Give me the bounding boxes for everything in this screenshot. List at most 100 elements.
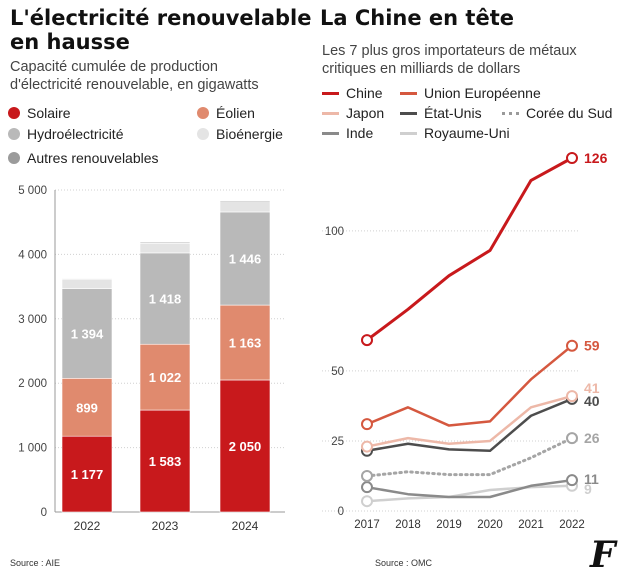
bar-segment <box>219 304 271 381</box>
series-end-label: 59 <box>584 338 600 354</box>
legend-autres-label: Autres renouvelables <box>27 150 159 166</box>
series-marker <box>361 495 373 508</box>
legend-solaire: Solaire <box>8 105 71 121</box>
series-end-label: 26 <box>584 430 600 446</box>
series-line-2 <box>365 394 574 448</box>
left-subtitle-line2: d'électricité renouvelable, en gigawatts <box>10 77 259 93</box>
legend-inde: Inde <box>322 125 373 141</box>
legend-japon-label: Japon <box>346 105 385 121</box>
bar-data-label: 899 <box>76 400 98 415</box>
line-ytick-label: 50 <box>331 366 344 378</box>
series-line-5 <box>365 478 574 499</box>
bar-ytick-label: 2 000 <box>18 378 47 390</box>
series-marker <box>361 469 373 482</box>
legend-inde-swatch <box>322 131 339 135</box>
bar-segment <box>139 242 191 254</box>
bar-segment <box>139 409 191 513</box>
legend-chine-swatch <box>322 91 339 95</box>
series-line-3 <box>365 397 574 453</box>
series-end-label: 9 <box>584 481 592 497</box>
legend-ue: Union Européenne <box>400 85 541 101</box>
left-source: Source : AIE <box>10 558 61 568</box>
series-marker <box>361 481 373 494</box>
bar-data-label: 1 163 <box>229 336 262 351</box>
series-marker <box>566 152 578 164</box>
legend-coree-swatch <box>502 111 519 115</box>
series-marker <box>566 339 578 352</box>
bar-xtick-label: 2022 <box>74 519 101 533</box>
line-xtick-label: 2021 <box>518 519 544 531</box>
left-subtitle-line1: Capacité cumulée de production <box>10 59 218 75</box>
line-xtick-label: 2017 <box>354 519 380 531</box>
legend-chine-label: Chine <box>346 85 383 101</box>
series-end-label: 126 <box>584 150 608 166</box>
legend-ru-swatch <box>400 131 417 135</box>
bar-ytick-label: 5 000 <box>18 185 47 197</box>
legend-ue-swatch <box>400 91 417 95</box>
legend-usa-label: État-Unis <box>424 105 482 121</box>
bar-data-label: 1 177 <box>71 467 104 482</box>
left-title-line2: en hausse <box>10 30 130 54</box>
right-title: La Chine en tête <box>320 6 514 30</box>
series-end-label: 40 <box>584 393 600 409</box>
line-ytick-label: 0 <box>338 506 344 518</box>
bar-segment <box>139 241 191 244</box>
bar-xtick-label: 2024 <box>232 519 259 533</box>
bar-data-label: 1 418 <box>149 292 182 307</box>
bar-segment <box>139 343 191 411</box>
bar-ytick-label: 3 000 <box>18 314 47 326</box>
series-line-0 <box>365 156 574 342</box>
legend-ru: Royaume-Uni <box>400 125 510 141</box>
legend-japon-swatch <box>322 111 339 115</box>
bar-ytick-label: 4 000 <box>18 249 47 261</box>
series-line-4 <box>365 436 574 478</box>
right-subtitle-line2: critiques en milliards de dollars <box>322 61 521 77</box>
bar-xtick-label: 2023 <box>152 519 179 533</box>
legend-bio-swatch <box>197 128 209 140</box>
bar-segment <box>219 201 271 213</box>
series-marker <box>566 432 578 445</box>
legend-eolien: Éolien <box>197 105 255 121</box>
legend-bio-label: Bioénergie <box>216 126 283 142</box>
line-ytick-label: 100 <box>325 226 344 238</box>
series-line-1 <box>365 344 574 427</box>
legend-solaire-swatch <box>8 107 20 119</box>
legend-eolien-swatch <box>197 107 209 119</box>
legend-autres-swatch <box>8 152 20 164</box>
legend-coree-label: Corée du Sud <box>526 105 613 121</box>
bar-segment <box>219 379 271 513</box>
bar-segment <box>61 278 113 289</box>
line-xtick-label: 2020 <box>477 519 503 531</box>
legend-hydro-label: Hydroélectricité <box>27 126 124 142</box>
line-chart: 0 25 50 100 2017 2018 2019 2020 2021 2022 911 26 404… <box>322 150 608 531</box>
series-end-label: 41 <box>584 380 600 396</box>
bar-ytick-label: 1 000 <box>18 443 47 455</box>
series-marker <box>361 334 373 347</box>
right-source: Source : OMC <box>375 558 433 568</box>
bar-segment <box>61 435 113 513</box>
legend-autres: Autres renouvelables <box>8 150 159 166</box>
bar-data-label: 1 446 <box>229 252 262 267</box>
series-marker <box>361 418 373 431</box>
bar-segment <box>139 252 191 345</box>
bar-data-label: 1 583 <box>149 454 182 469</box>
legend-hydro: Hydroélectricité <box>8 126 123 142</box>
legend-usa: État-Unis <box>400 105 482 121</box>
bar-ytick-label: 0 <box>41 507 47 519</box>
bar-data-label: 1 022 <box>149 370 182 385</box>
bar-segment <box>61 278 113 280</box>
series-marker <box>566 390 578 403</box>
legend-ue-label: Union Européenne <box>424 85 541 101</box>
legend-usa-swatch <box>400 111 417 115</box>
legend-hydro-swatch <box>8 128 20 140</box>
bar-data-label: 2 050 <box>229 439 262 454</box>
series-marker <box>361 440 373 453</box>
le-figaro-logo: F <box>590 534 616 576</box>
legend-ru-label: Royaume-Uni <box>424 125 510 141</box>
line-xtick-label: 2022 <box>559 519 585 531</box>
bar-segment <box>219 211 271 306</box>
series-marker <box>566 474 578 487</box>
legend-coree: Corée du Sud <box>502 105 612 121</box>
bar-segment <box>61 288 113 379</box>
bar-data-label: 1 394 <box>71 326 104 341</box>
